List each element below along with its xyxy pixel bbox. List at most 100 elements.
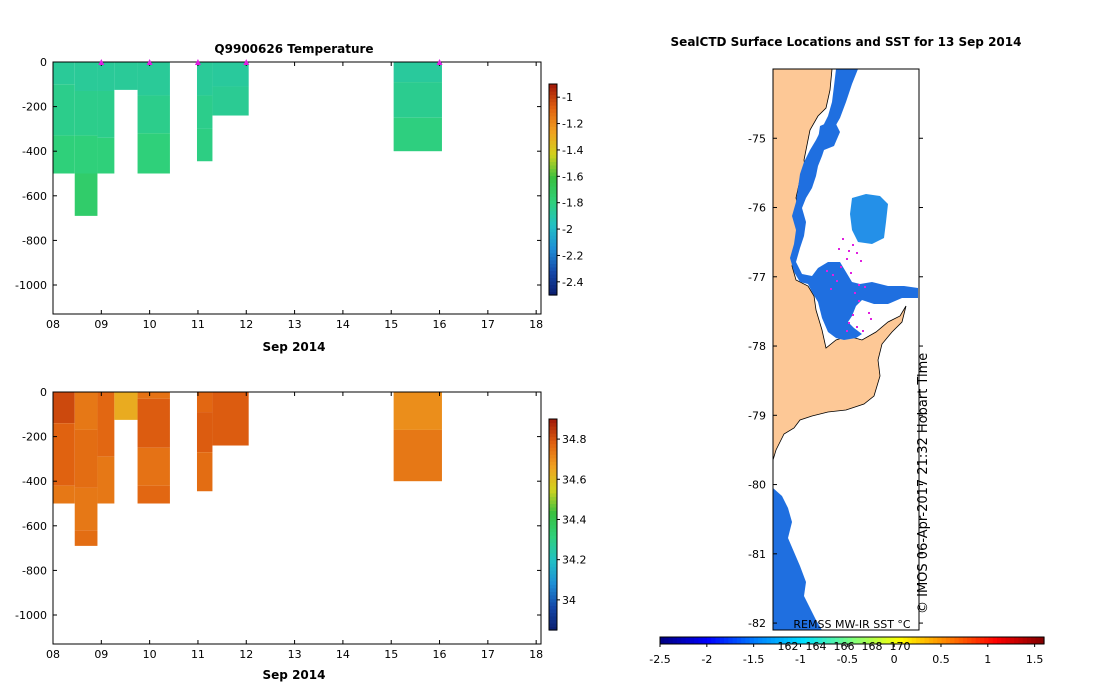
salinity-colorbar-segment (549, 549, 557, 554)
salinity-cell (53, 485, 75, 504)
temperature-cell (212, 62, 249, 87)
sst-colorbar-segment (753, 637, 759, 644)
sst-colorbar-segment (869, 637, 874, 644)
temperature-cell (393, 82, 442, 118)
salinity-y-tick-label: -200 (22, 431, 47, 444)
salinity-cell (137, 392, 170, 399)
temperature-colorbar-segment (549, 98, 557, 103)
temperature-colorbar-segment (549, 154, 557, 159)
sst-colorbar-segment (660, 637, 665, 644)
sst-colorbar-tick-label: -1.5 (743, 653, 764, 666)
temperature-colorbar-segment (549, 193, 557, 198)
temperature-x-tick-label: 17 (481, 318, 495, 331)
sst-colorbar-segment (736, 637, 742, 644)
salinity-x-tick-label: 13 (288, 648, 302, 661)
temperature-cell (393, 62, 442, 83)
salinity-colorbar-segment (549, 619, 557, 624)
sst-colorbar-tick-label: -0.5 (837, 653, 858, 666)
salinity-colorbar-segment (549, 587, 557, 592)
sst-colorbar-tick-label: 0.5 (932, 653, 950, 666)
salinity-colorbar-segment (549, 485, 557, 490)
salinity-y-tick-label: -400 (22, 475, 47, 488)
temperature-colorbar-segment (549, 182, 557, 187)
temperature-cell (137, 95, 170, 134)
sst-colorbar-tick-label: -2.5 (649, 653, 670, 666)
temperature-cell (97, 90, 115, 138)
salinity-colorbar-segment (549, 489, 557, 494)
sst-colorbar-segment (779, 637, 785, 644)
sst-colorbar-segment (894, 637, 900, 644)
sst-colorbar-segment (1014, 637, 1019, 644)
sst-colorbar-overlay-label: 164 (806, 640, 827, 653)
salinity-cell (114, 392, 138, 420)
sst-colorbar-segment (967, 637, 973, 644)
temperature-colorbar-segment (549, 203, 557, 208)
sst-colorbar-segment (941, 637, 947, 644)
surface-location-dot (856, 252, 858, 254)
salinity-x-tick-label: 18 (529, 648, 543, 661)
sst-colorbar-segment (728, 637, 734, 644)
surface-location-dot (846, 258, 848, 260)
surface-location-dot (858, 284, 860, 286)
temperature-cell (212, 86, 249, 116)
temperature-x-tick-label: 13 (288, 318, 302, 331)
sst-colorbar-segment (975, 637, 981, 644)
temperature-cell (74, 173, 98, 216)
temperature-colorbar-segment (549, 143, 557, 148)
temperature-colorbar-segment (549, 161, 557, 166)
salinity-colorbar-segment (549, 464, 557, 469)
temperature-cell (196, 62, 213, 96)
temperature-y-tick-label: -600 (22, 190, 47, 203)
sst-colorbar-segment (911, 637, 917, 644)
temperature-profile-marker (243, 59, 250, 65)
salinity-colorbar-segment (549, 499, 557, 504)
map-y-tick-label: -77 (748, 271, 766, 284)
salinity-colorbar-segment (549, 471, 557, 476)
sst-colorbar-segment (864, 637, 870, 644)
sst-colorbar-segment (937, 637, 943, 644)
salinity-y-tick-label: -800 (22, 564, 47, 577)
map-y-tick-label: -75 (748, 132, 766, 145)
salinity-cell (74, 392, 98, 430)
salinity-x-label: Sep 2014 (263, 668, 326, 682)
temperature-colorbar-segment (549, 122, 557, 127)
sst-colorbar-segment (971, 637, 977, 644)
salinity-cell (137, 398, 170, 448)
sst-colorbar-segment (711, 637, 717, 644)
salinity-colorbar-segment (549, 577, 557, 582)
sst-colorbar-segment (668, 637, 674, 644)
sst-colorbar-segment (1022, 637, 1028, 644)
temperature-cell (196, 128, 213, 162)
sst-colorbar-segment (783, 637, 789, 644)
salinity-cell (393, 429, 442, 482)
temperature-colorbar-segment (549, 245, 557, 250)
temperature-profile-marker (98, 59, 105, 65)
salinity-colorbar-segment (549, 503, 557, 508)
salinity-x-tick-label: 10 (143, 648, 157, 661)
salinity-colorbar-segment (549, 468, 557, 473)
salinity-x-tick-label: 17 (481, 648, 495, 661)
sst-colorbar-segment (826, 637, 832, 644)
temperature-y-tick-label: -1000 (15, 279, 47, 292)
temperature-colorbar-segment (549, 115, 557, 120)
salinity-colorbar-segment (549, 436, 557, 441)
sst-colorbar-segment (809, 637, 815, 644)
temperature-cell (114, 62, 138, 90)
temperature-x-tick-label: 16 (433, 318, 447, 331)
temperature-colorbar-segment (549, 252, 557, 257)
surface-location-dot (848, 250, 850, 252)
sst-colorbar-segment (749, 637, 755, 644)
salinity-plot-frame (52, 391, 542, 645)
temperature-cell (74, 90, 98, 136)
map-title: SealCTD Surface Locations and SST for 13… (671, 35, 1022, 49)
sst-colorbar-tick-label: -1 (795, 653, 806, 666)
salinity-x-tick-label: 16 (433, 648, 447, 661)
salinity-colorbar-segment (549, 517, 557, 522)
temperature-colorbar-segment (549, 87, 557, 92)
surface-location-dot (858, 300, 860, 302)
sst-colorbar-overlay-label: 170 (890, 640, 911, 653)
salinity-colorbar-segment (549, 594, 557, 599)
temperature-cell (53, 84, 75, 136)
temperature-y-tick-label: 0 (40, 56, 47, 69)
